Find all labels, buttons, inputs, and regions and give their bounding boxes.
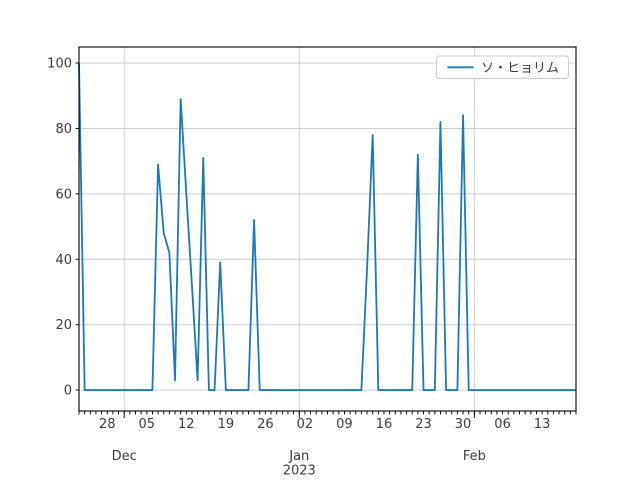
month-label: Jan xyxy=(288,449,309,464)
y-tick-label: 60 xyxy=(55,187,72,202)
legend-box xyxy=(436,55,569,79)
y-tick-label: 0 xyxy=(64,384,72,399)
x-tick-label: 02 xyxy=(297,417,314,432)
y-tick-label: 20 xyxy=(55,318,72,333)
y-tick-label: 80 xyxy=(55,122,72,137)
x-tick-label: 28 xyxy=(99,417,116,432)
y-tick-label: 40 xyxy=(55,253,72,268)
x-tick-label: 05 xyxy=(138,417,155,432)
year-label: 2023 xyxy=(283,464,316,479)
ticks xyxy=(75,62,577,418)
x-tick-label: 12 xyxy=(178,417,195,432)
x-tick-label: 13 xyxy=(534,417,551,432)
legend-label: ソ・ヒョリム xyxy=(481,61,559,76)
x-tick-label: 06 xyxy=(494,417,511,432)
month-label: Feb xyxy=(463,449,486,464)
month-label: Dec xyxy=(112,449,137,464)
y-tick-label: 100 xyxy=(47,57,72,72)
x-tick-label: 23 xyxy=(415,417,432,432)
x-tick-label: 26 xyxy=(257,417,274,432)
series-line xyxy=(78,63,576,391)
x-tick-label: 09 xyxy=(336,417,353,432)
x-tick-label: 30 xyxy=(455,417,472,432)
x-tick-label: 19 xyxy=(218,417,235,432)
gridlines xyxy=(79,47,576,411)
x-tick-label: 16 xyxy=(376,417,393,432)
legend: ソ・ヒョリム xyxy=(436,55,569,79)
